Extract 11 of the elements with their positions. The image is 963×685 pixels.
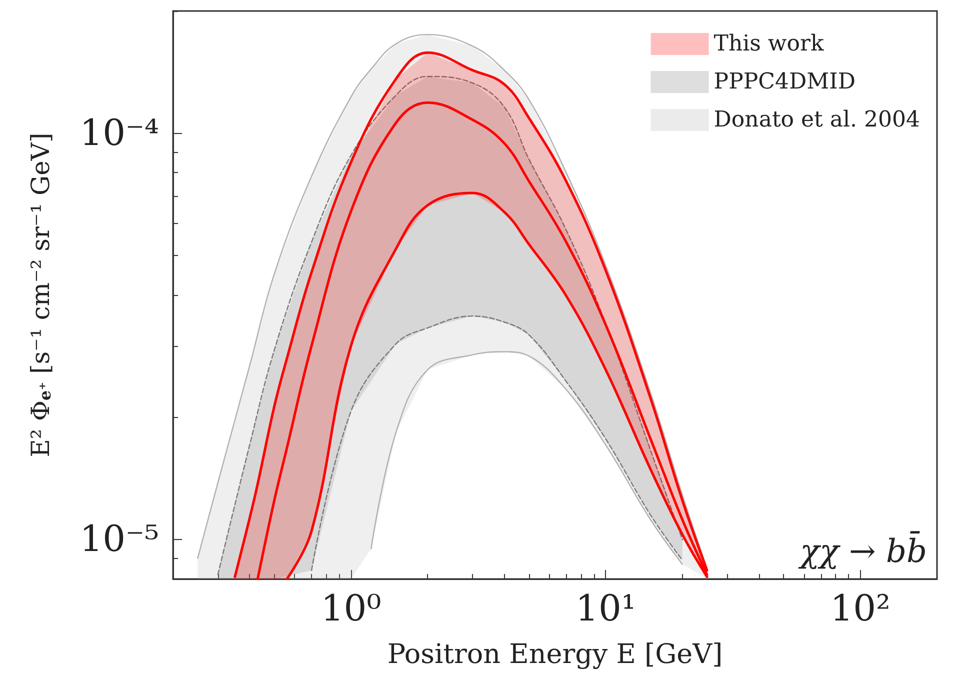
- legend-label: Donato et al. 2004: [714, 108, 920, 132]
- y-tick-label: 10⁻⁴: [80, 112, 159, 154]
- y-axis-title: E² Φe⁺ [s⁻¹ cm⁻² sr⁻¹ GeV]: [26, 132, 55, 458]
- x-tick-label: 10²: [830, 588, 890, 630]
- x-axis-title: Positron Energy E [GeV]: [387, 639, 723, 670]
- y-tick-label: 10⁻⁵: [80, 519, 159, 560]
- x-tick-label: 10⁰: [320, 588, 382, 630]
- annotation: χχ → bb̄: [798, 531, 927, 570]
- legend-label: PPPC4DMID: [714, 70, 856, 94]
- legend-label: This work: [714, 32, 825, 56]
- x-tick-label: 10¹: [576, 588, 636, 630]
